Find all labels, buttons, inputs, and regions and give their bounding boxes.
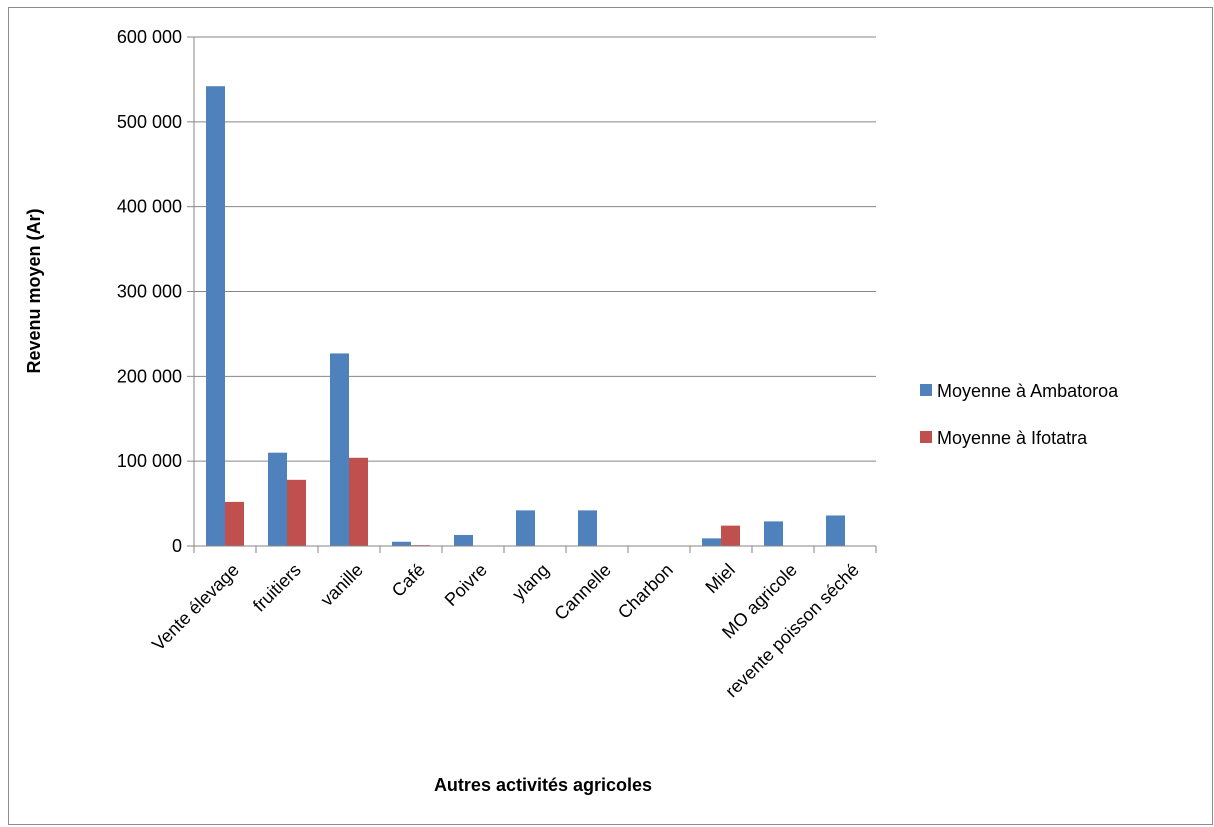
y-tick-label: 400 000 [117,197,182,217]
legend-swatch [920,384,932,396]
bar-ambatoroa [330,353,349,546]
gridlines [194,36,876,462]
y-tick-label: 300 000 [117,282,182,302]
y-tick-labels: 0 100 000 200 000 300 000 400 000 500 000 600 … [117,27,182,556]
bars [206,86,845,546]
y-tick-label: 100 000 [117,451,182,471]
bar-ambatoroa [702,538,721,546]
x-tick-label: Charbon [614,560,677,623]
bar-ambatoroa [268,452,287,546]
bar-ambatoroa [206,86,225,546]
legend: Moyenne à Ambatoroa Moyenne à Ifotatra [920,381,1119,448]
bar-ambatoroa [826,515,845,546]
bar-ifotatra [225,501,244,546]
x-tick-label: fruitiers [249,560,305,616]
y-tick-label: 0 [172,536,182,556]
bar-ifotatra [349,457,368,546]
bar-ifotatra [721,525,740,546]
y-tick-label: 500 000 [117,112,182,132]
y-tick-label: 200 000 [117,366,182,386]
legend-label: Moyenne à Ambatoroa [937,381,1119,401]
bar-ambatoroa [392,541,411,546]
x-tick-label: Vente élevage [148,560,243,655]
bar-ambatoroa [764,521,783,546]
x-tick-label: Miel [701,560,738,597]
y-axis-title: Revenu moyen (Ar) [24,208,44,373]
y-tick-label: 600 000 [117,27,182,47]
bar-ambatoroa [454,534,473,546]
axes [187,36,877,553]
x-tick-label: ylang [508,560,553,605]
x-tick-label: Cannelle [550,560,614,624]
bar-ifotatra [287,479,306,546]
legend-label: Moyenne à Ifotatra [937,428,1088,448]
x-tick-labels: Vente élevage fruitiers vanille Café Poivre y… [148,560,863,702]
x-axis-title: Autres activités agricoles [434,775,652,795]
x-tick-label: Café [388,560,429,601]
bar-ambatoroa [516,510,535,546]
x-tick-label: Poivre [441,560,491,610]
legend-swatch [920,431,932,443]
x-tick-label: vanille [317,560,367,610]
bar-ambatoroa [578,510,597,546]
